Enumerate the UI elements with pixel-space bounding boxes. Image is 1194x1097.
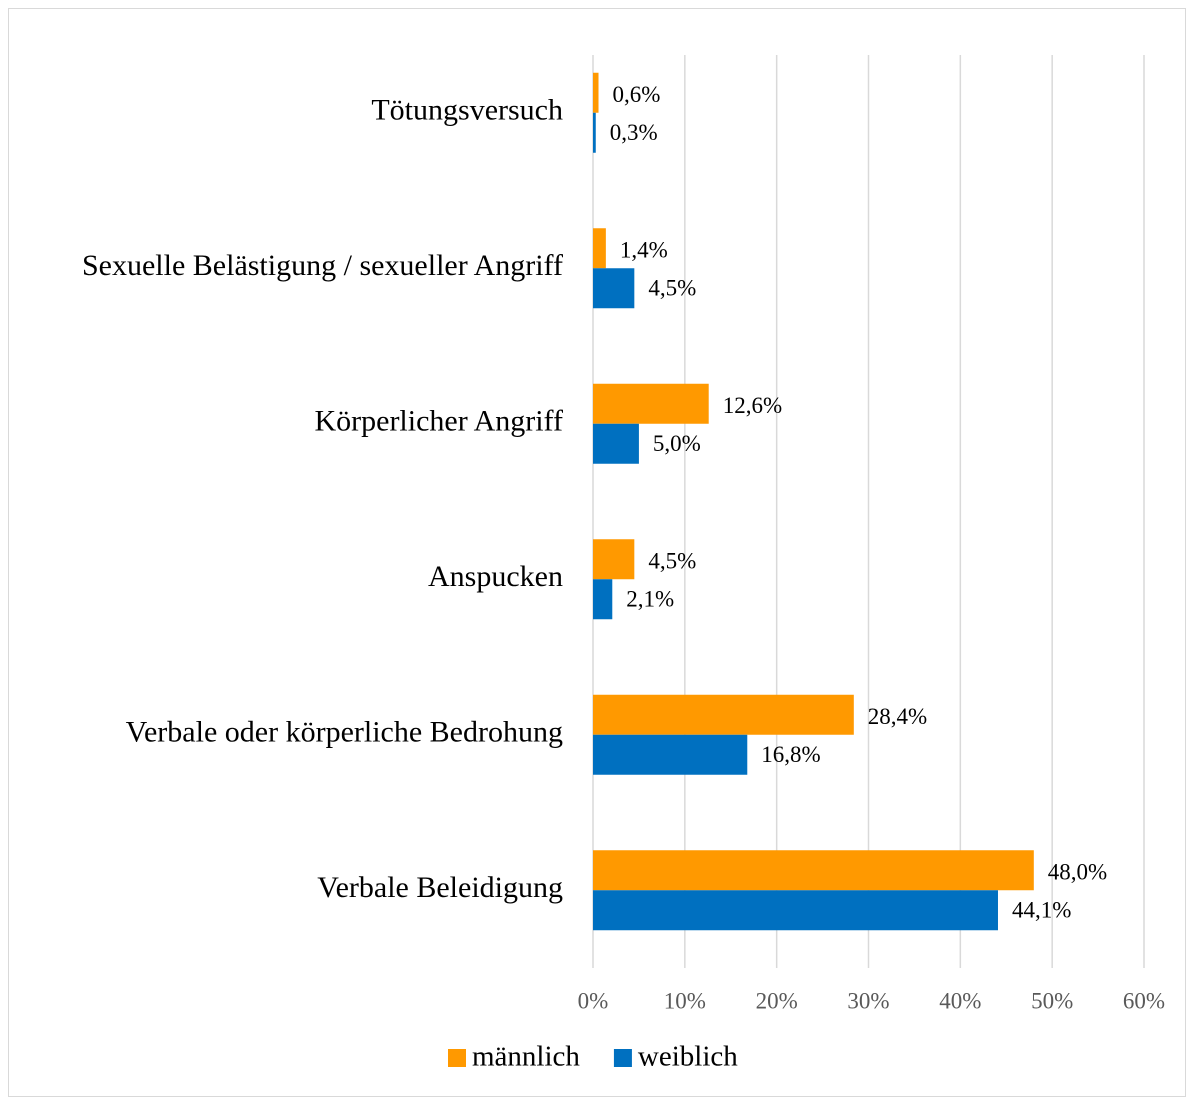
bar (593, 539, 635, 580)
category-label: Sexuelle Belästigung / sexueller Angriff (82, 249, 563, 282)
category-label: Verbale oder körperliche Bedrohung (126, 716, 563, 749)
category-label: Verbale Beleidigung (317, 871, 563, 904)
x-tick-label: 40% (939, 988, 981, 1013)
bar (593, 850, 1034, 891)
bar (593, 694, 854, 735)
data-label: 4,5% (648, 276, 696, 301)
x-tick-label: 50% (1031, 988, 1073, 1013)
category-label: Anspucken (428, 560, 563, 593)
legend-swatch (613, 1049, 632, 1067)
x-tick-label: 30% (847, 988, 889, 1013)
bar (593, 734, 748, 775)
bar (593, 383, 709, 424)
bar (593, 579, 613, 620)
data-label: 0,6% (613, 82, 661, 107)
x-tick-label: 60% (1123, 988, 1165, 1013)
data-label: 16,8% (761, 742, 820, 767)
data-label: 28,4% (868, 704, 927, 729)
x-tick-label: 0% (578, 988, 609, 1013)
data-label: 12,6% (723, 393, 782, 418)
bar (593, 890, 998, 931)
data-label: 2,1% (626, 587, 674, 612)
category-label: Tötungsversuch (371, 94, 563, 127)
bar (593, 112, 596, 153)
data-label: 0,3% (610, 120, 658, 145)
legend-label: männlich (472, 1041, 580, 1073)
data-label: 5,0% (653, 431, 701, 456)
bar (593, 228, 606, 269)
legend-swatch (448, 1049, 466, 1067)
data-label: 1,4% (620, 238, 668, 263)
data-label: 48,0% (1048, 860, 1107, 885)
legend-label: weiblich (638, 1041, 738, 1073)
category-label: Körperlicher Angriff (314, 405, 563, 438)
bar (593, 423, 639, 464)
bar (593, 268, 635, 309)
x-tick-label: 10% (664, 988, 706, 1013)
x-tick-label: 20% (756, 988, 798, 1013)
data-label: 4,5% (648, 549, 696, 574)
data-label: 44,1% (1012, 898, 1071, 923)
bar (593, 72, 599, 113)
